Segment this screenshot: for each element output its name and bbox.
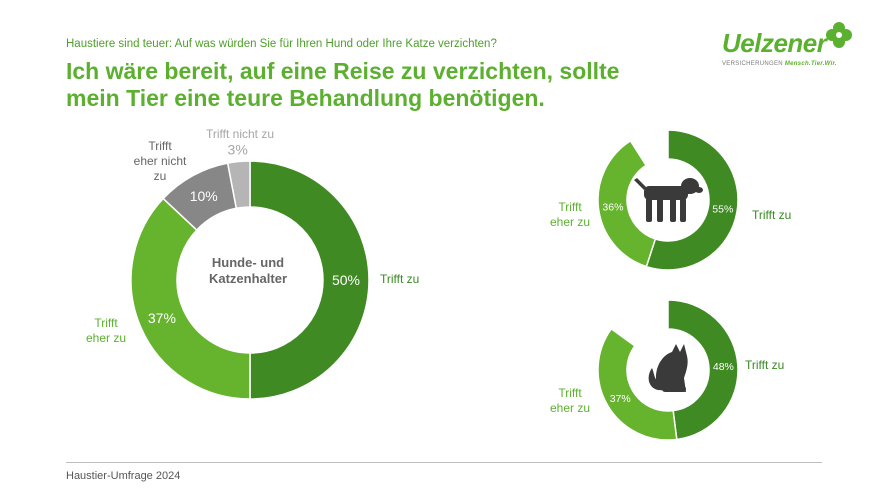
main-label-trifft-eher-nicht-zu: Trifft eher nicht zu bbox=[133, 139, 187, 183]
main-label-trifft-nicht-zu: Trifft nicht zu bbox=[205, 127, 275, 141]
footer-divider bbox=[66, 462, 822, 463]
center-label-line-1: Katzenhalter bbox=[209, 271, 287, 286]
donut0-value-label-0: 50% bbox=[332, 272, 360, 288]
dog-donut: 55% 36% bbox=[597, 129, 739, 271]
cat-label-trifft-eher-zu: Trifft eher zu bbox=[549, 386, 591, 415]
logo-slogan: Mensch.Tier.Wir. bbox=[784, 61, 837, 67]
logo-tagline: VERSICHERUNGEN Mensch.Tier.Wir. bbox=[722, 61, 837, 67]
page-headline: Ich wäre bereit, auf eine Reise zu verzi… bbox=[66, 58, 620, 111]
donut0-slice-0 bbox=[249, 160, 370, 400]
donut2-slice-1 bbox=[597, 327, 678, 441]
donut1-value-label-1: 36% bbox=[602, 202, 623, 214]
clover-icon bbox=[826, 22, 852, 48]
logo-tag-prefix: VERSICHERUNGEN bbox=[722, 61, 783, 67]
cat-label-trifft-zu: Trifft zu bbox=[745, 358, 785, 372]
main-label-trifft-eher-zu: Trifft eher zu bbox=[85, 316, 127, 345]
donut0-value-label-1: 37% bbox=[148, 310, 176, 326]
donut2-value-label-0: 48% bbox=[713, 361, 734, 373]
donut2-value-label-1: 37% bbox=[610, 393, 631, 405]
cat-donut: 48% 37% bbox=[597, 299, 739, 441]
main-donut-center-label: Hunde- und Katzenhalter bbox=[209, 255, 287, 286]
survey-question: Haustiere sind teuer: Auf was würden Sie… bbox=[66, 38, 497, 50]
donut0-slice-1 bbox=[130, 197, 251, 400]
donut0-value-label-2: 10% bbox=[190, 188, 218, 204]
dog-icon bbox=[634, 178, 703, 222]
main-donut: 50% 37% 10% 3% bbox=[130, 141, 370, 400]
footer-source: Haustier-Umfrage 2024 bbox=[66, 470, 181, 482]
main-label-trifft-zu: Trifft zu bbox=[380, 272, 420, 286]
center-label-line-0: Hunde- und bbox=[212, 255, 284, 270]
donut0-slice-3 bbox=[226, 160, 251, 210]
cat-icon bbox=[648, 344, 688, 392]
donut0-value-label-3: 3% bbox=[228, 141, 248, 157]
dog-label-trifft-zu: Trifft zu bbox=[752, 208, 792, 222]
logo-wordmark: Uelzener bbox=[722, 28, 827, 58]
donut1-slice-1 bbox=[597, 139, 657, 268]
donut1-slice-0 bbox=[645, 129, 739, 271]
donut1-value-label-0: 55% bbox=[712, 203, 733, 215]
uelzener-logo: Uelzener VERSICHERUNGEN Mensch.Tier.Wir. bbox=[720, 20, 860, 70]
donut2-slice-0 bbox=[667, 299, 739, 441]
dog-label-trifft-eher-zu: Trifft eher zu bbox=[549, 200, 591, 229]
